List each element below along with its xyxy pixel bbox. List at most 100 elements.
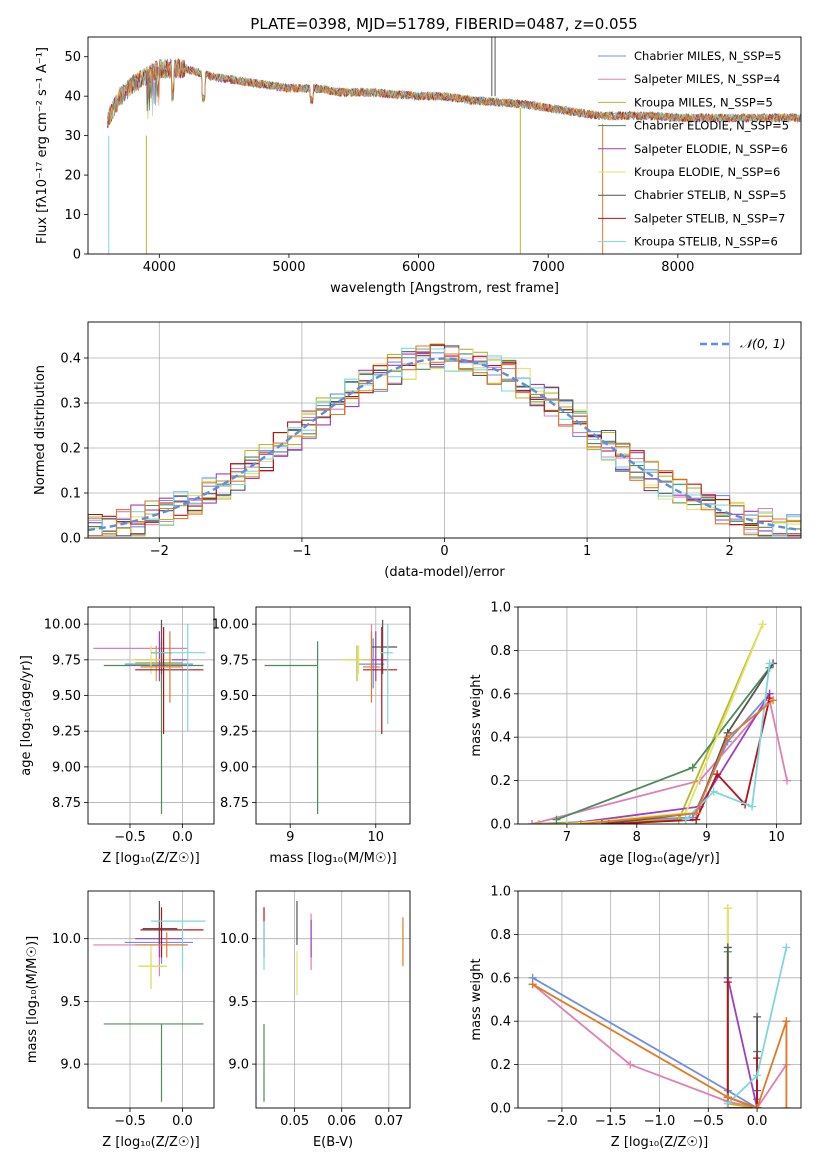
x-tick-label: −0.5 <box>693 1114 725 1129</box>
weight-marker <box>723 943 732 952</box>
x-tick-label: 0.0 <box>172 830 193 845</box>
x-axis-label: (data-model)/error <box>384 565 505 580</box>
plot-area <box>264 619 398 815</box>
plot-area <box>528 904 791 1108</box>
weight-marker <box>692 809 701 818</box>
x-axis-label: wavelength [Angstrom, rest frame] <box>330 281 559 296</box>
axes-frame <box>255 890 411 1109</box>
y-tick-label: 0.1 <box>60 487 81 502</box>
y-tick-label: 0.0 <box>60 532 81 547</box>
y-tick-label: 10.00 <box>44 618 81 633</box>
x-tick-label: 0 <box>440 544 448 559</box>
x-tick-label: 7000 <box>532 260 565 275</box>
x-axis-label: Z [log₁₀(Z/Z☉)] <box>102 851 199 866</box>
weight-marker <box>783 776 792 785</box>
y-tick-label: 9.0 <box>228 1058 249 1073</box>
weight-marker <box>782 943 791 952</box>
weight-marker <box>723 904 732 913</box>
weight-vs-age-panel: 7 8 9 10 0.0 0.2 0.4 0.6 0.8 1.0 age [log₁₀(age/yr… <box>469 601 802 866</box>
y-tick-label: 0.0 <box>490 818 511 833</box>
y-tick-label: 1.0 <box>490 885 511 900</box>
weight-line <box>531 698 788 824</box>
y-axis-label: mass [log₁₀(M/M☉)] <box>25 936 40 1063</box>
x-tick-label: 0.07 <box>374 1114 403 1129</box>
x-tick-label: 0.05 <box>280 1114 309 1129</box>
x-tick-label: −2.0 <box>546 1114 578 1129</box>
y-tick-label: 30 <box>64 129 81 144</box>
y-tick-label: 9.50 <box>220 689 249 704</box>
y-axis-label: mass weight <box>469 674 484 756</box>
weight-marker <box>527 820 536 824</box>
normal-curve <box>88 357 801 532</box>
weight-marker <box>681 815 690 824</box>
y-tick-label: 0.4 <box>60 352 81 367</box>
age-vs-metallicity-panel: −0.5 0.0 8.75 9.00 9.25 9.50 9.75 10.00 Z [log₁₀… <box>19 606 215 866</box>
x-tick-label: 2 <box>726 544 734 559</box>
y-tick-label: 0 <box>73 248 81 263</box>
plot-area <box>107 37 801 254</box>
histogram-step <box>88 348 801 537</box>
y-tick-label: 50 <box>64 50 81 65</box>
x-axis-label: E(B-V) <box>313 1135 353 1150</box>
weight-marker <box>769 696 778 705</box>
x-tick-label: 0.0 <box>747 1114 768 1129</box>
weight-marker <box>753 1104 762 1108</box>
weight-marker <box>723 1093 732 1102</box>
spectrum-line <box>107 59 801 126</box>
y-tick-label: 0.8 <box>490 644 511 659</box>
legend-label: 𝒩(0, 1) <box>740 336 786 351</box>
y-tick-label: 10.0 <box>52 932 81 947</box>
x-tick-label: −1 <box>292 544 311 559</box>
weight-marker <box>713 770 722 779</box>
weight-marker <box>562 820 571 824</box>
weight-marker <box>528 980 537 989</box>
x-axis-label: Z [log₁₀(Z/Z☉)] <box>102 1135 199 1150</box>
weight-marker <box>782 1104 791 1108</box>
x-tick-label: 0.06 <box>327 1114 356 1129</box>
y-tick-label: 0.2 <box>60 442 81 457</box>
y-tick-label: 0.2 <box>490 1058 511 1073</box>
y-tick-label: 9.75 <box>220 653 249 668</box>
y-axis-label: age [log₁₀(age/yr)] <box>19 655 34 776</box>
y-tick-label: 0.3 <box>60 397 81 412</box>
mass-vs-reddening-panel: 0.05 0.06 0.07 9.0 9.5 10.0 E(B-V) <box>220 890 411 1150</box>
weight-marker <box>626 1060 635 1069</box>
weight-marker <box>782 1017 791 1026</box>
legend-label: Salpeter STELIB, N_SSP=7 <box>634 211 785 225</box>
y-tick-label: 0.2 <box>490 774 511 789</box>
weight-marker <box>552 815 561 824</box>
histogram-step <box>88 345 801 537</box>
weight-marker <box>753 1071 762 1080</box>
y-tick-label: 0.6 <box>490 687 511 702</box>
weight-line <box>580 699 774 824</box>
weight-line <box>726 982 758 1108</box>
weight-marker <box>534 820 543 824</box>
plot-area <box>527 620 792 824</box>
x-axis-label: mass [log₁₀(M/M☉)] <box>269 851 396 866</box>
weight-marker <box>723 733 732 742</box>
weight-marker <box>723 978 732 987</box>
spectrum-panel: 4000 5000 6000 7000 8000 0 10 20 30 40 50 wavelengt… <box>35 36 802 296</box>
axes-frame <box>87 606 215 825</box>
legend-label: Kroupa STELIB, N_SSP=6 <box>634 235 778 249</box>
y-tick-label: 40 <box>64 90 81 105</box>
x-tick-label: 4000 <box>143 260 176 275</box>
x-tick-label: 10 <box>768 830 785 845</box>
residuals-panel: −2 −1 0 1 2 0.0 0.1 0.2 0.3 0.4 (data-model)/error… <box>33 321 802 580</box>
x-tick-label: −0.5 <box>114 1114 146 1129</box>
x-tick-label: −1.5 <box>595 1114 627 1129</box>
legend-label: Salpeter ELODIE, N_SSP=6 <box>634 142 788 156</box>
y-tick-label: 8.75 <box>220 796 249 811</box>
y-tick-label: 9.0 <box>60 1058 81 1073</box>
legend-label: Chabrier MILES, N_SSP=5 <box>634 49 781 63</box>
x-tick-label: 9 <box>286 830 294 845</box>
x-tick-label: 8 <box>633 830 641 845</box>
weight-marker <box>576 820 585 824</box>
weight-marker <box>709 787 718 796</box>
y-tick-label: 0.8 <box>490 928 511 943</box>
legend-label: Kroupa ELODIE, N_SSP=6 <box>634 165 780 179</box>
y-tick-label: 0.6 <box>490 971 511 986</box>
x-tick-label: 8000 <box>661 260 694 275</box>
y-tick-label: 9.5 <box>60 995 81 1010</box>
weight-marker <box>748 802 757 811</box>
